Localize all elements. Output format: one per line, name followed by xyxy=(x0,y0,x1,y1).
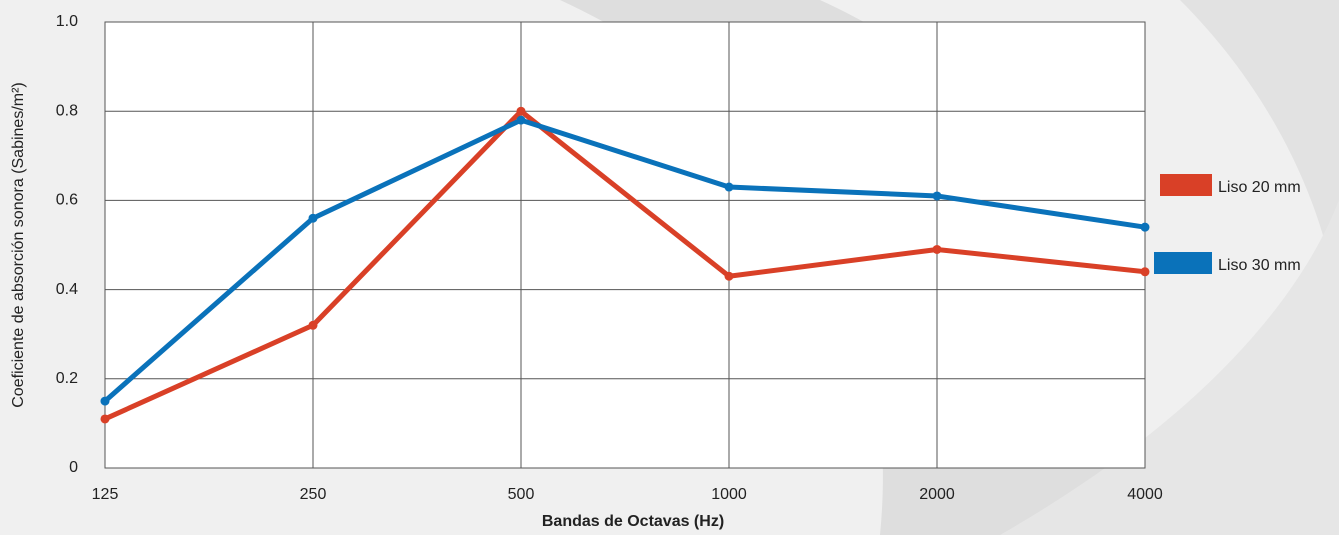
x-tick-label: 2000 xyxy=(919,486,955,503)
legend-label: Liso 20 mm xyxy=(1218,179,1301,196)
y-tick-label: 0.4 xyxy=(56,281,78,298)
data-point xyxy=(725,272,734,281)
data-point xyxy=(309,321,318,330)
x-tick-label: 1000 xyxy=(711,486,747,503)
data-point xyxy=(517,107,526,116)
y-tick-label: 0.6 xyxy=(56,192,78,209)
y-tick-label: 0.2 xyxy=(56,370,78,387)
x-tick-label: 4000 xyxy=(1127,486,1163,503)
data-point xyxy=(101,414,110,423)
x-tick-label: 125 xyxy=(92,486,119,503)
y-tick-label: 1.0 xyxy=(56,13,78,30)
data-point xyxy=(933,191,942,200)
legend-label: Liso 30 mm xyxy=(1218,257,1301,274)
data-point xyxy=(517,116,526,125)
y-axis-title: Coeficiente de absorción sonora (Sabines… xyxy=(10,82,27,408)
data-point xyxy=(1141,267,1150,276)
x-tick-label: 250 xyxy=(300,486,327,503)
legend-swatch xyxy=(1160,174,1212,196)
chart: Bandas de Octavas (Hz) Coeficiente de ab… xyxy=(0,0,1339,535)
data-point xyxy=(933,245,942,254)
x-axis-title: Bandas de Octavas (Hz) xyxy=(542,513,724,530)
x-tick-label: 500 xyxy=(508,486,535,503)
plot-area xyxy=(105,22,1145,468)
page: {"chart_data": { "type": "line", "x_labe… xyxy=(0,0,1339,535)
data-point xyxy=(725,183,734,192)
data-point xyxy=(101,397,110,406)
y-tick-label: 0 xyxy=(69,459,78,476)
y-tick-label: 0.8 xyxy=(56,102,78,119)
data-point xyxy=(1141,223,1150,232)
data-point xyxy=(309,214,318,223)
legend-swatch xyxy=(1154,252,1212,274)
